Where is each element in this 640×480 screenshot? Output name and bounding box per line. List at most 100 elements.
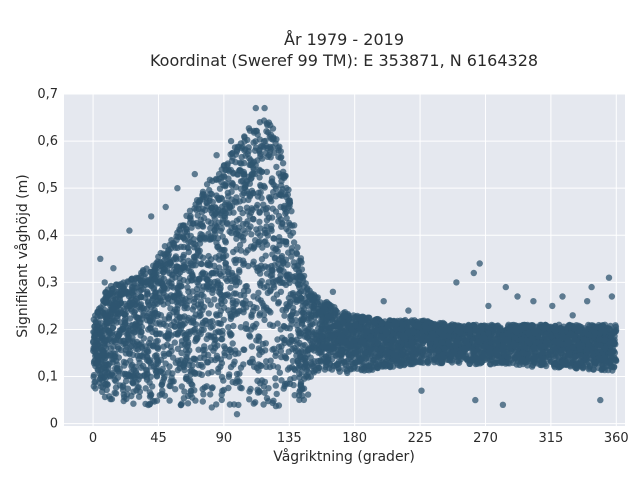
data-point bbox=[229, 299, 236, 307]
data-point bbox=[198, 301, 205, 308]
data-point bbox=[248, 174, 255, 182]
data-point bbox=[279, 306, 286, 314]
data-point bbox=[289, 357, 297, 365]
data-point bbox=[201, 270, 209, 277]
data-point bbox=[220, 247, 227, 254]
data-point bbox=[238, 385, 245, 392]
data-point bbox=[129, 338, 136, 345]
data-point bbox=[263, 120, 270, 127]
data-point bbox=[235, 401, 242, 409]
data-point bbox=[244, 247, 251, 254]
data-point bbox=[275, 300, 282, 307]
data-point bbox=[201, 236, 209, 243]
data-point bbox=[283, 184, 290, 192]
data-point bbox=[411, 359, 419, 366]
data-point bbox=[389, 357, 397, 364]
data-point bbox=[358, 366, 365, 373]
data-point bbox=[94, 319, 102, 326]
data-point bbox=[156, 392, 163, 399]
data-point bbox=[513, 329, 520, 336]
data-point bbox=[263, 168, 271, 176]
data-point bbox=[273, 390, 280, 398]
data-point bbox=[308, 340, 316, 347]
data-point bbox=[177, 325, 185, 332]
data-point bbox=[420, 352, 427, 359]
data-point bbox=[268, 227, 275, 234]
data-point bbox=[256, 208, 263, 216]
data-point bbox=[285, 200, 292, 207]
data-point bbox=[262, 238, 269, 245]
data-point bbox=[572, 356, 579, 364]
data-point bbox=[445, 339, 452, 346]
data-point bbox=[235, 224, 242, 231]
data-point bbox=[236, 370, 243, 377]
data-point bbox=[586, 331, 593, 338]
data-point bbox=[203, 335, 210, 343]
data-point bbox=[439, 359, 446, 366]
data-point bbox=[128, 276, 135, 283]
data-point bbox=[265, 194, 273, 201]
data-point bbox=[190, 314, 197, 321]
data-point bbox=[278, 377, 285, 384]
data-point bbox=[246, 332, 253, 339]
data-point bbox=[185, 257, 192, 264]
data-point bbox=[245, 225, 252, 233]
data-point bbox=[230, 361, 237, 368]
data-point bbox=[225, 324, 232, 331]
data-point bbox=[196, 198, 204, 205]
data-point bbox=[166, 261, 173, 269]
data-point bbox=[178, 383, 185, 390]
data-point bbox=[260, 144, 268, 151]
data-point bbox=[140, 335, 148, 342]
data-point bbox=[222, 260, 229, 267]
data-point bbox=[362, 349, 369, 356]
data-point bbox=[177, 243, 185, 250]
chart-title-line1: År 1979 - 2019 bbox=[284, 30, 404, 49]
data-point bbox=[296, 374, 303, 381]
data-point bbox=[269, 267, 276, 274]
data-point bbox=[256, 218, 263, 225]
data-point bbox=[213, 401, 220, 408]
data-point bbox=[173, 299, 180, 306]
data-point bbox=[243, 220, 250, 228]
data-point bbox=[136, 303, 143, 311]
data-point bbox=[350, 365, 357, 372]
data-point bbox=[174, 357, 182, 364]
data-point bbox=[143, 353, 151, 360]
data-point bbox=[117, 346, 125, 354]
data-point bbox=[248, 311, 255, 318]
data-point bbox=[456, 329, 464, 337]
data-point bbox=[146, 310, 153, 317]
data-point bbox=[396, 357, 403, 364]
data-point bbox=[185, 392, 192, 400]
data-point bbox=[249, 355, 256, 363]
data-point bbox=[192, 337, 199, 345]
data-point bbox=[135, 328, 142, 335]
data-point bbox=[121, 282, 128, 289]
data-point bbox=[238, 160, 245, 167]
data-point bbox=[263, 358, 270, 365]
data-point bbox=[132, 367, 139, 375]
data-point bbox=[310, 331, 317, 338]
data-point bbox=[190, 220, 197, 227]
data-point bbox=[239, 257, 247, 264]
data-point bbox=[168, 237, 175, 244]
data-point bbox=[606, 326, 614, 333]
data-point bbox=[254, 264, 262, 271]
data-point bbox=[383, 337, 390, 344]
data-point bbox=[168, 347, 175, 355]
data-point bbox=[178, 349, 185, 357]
data-point bbox=[218, 396, 225, 404]
data-point bbox=[371, 318, 378, 326]
data-point bbox=[175, 233, 182, 240]
data-point bbox=[204, 351, 212, 359]
data-point bbox=[218, 373, 226, 381]
data-point bbox=[261, 316, 268, 324]
data-point bbox=[160, 301, 167, 308]
data-point bbox=[277, 148, 284, 155]
data-point bbox=[205, 310, 212, 317]
data-point bbox=[236, 241, 244, 249]
data-point bbox=[90, 373, 97, 381]
data-point bbox=[288, 312, 295, 319]
